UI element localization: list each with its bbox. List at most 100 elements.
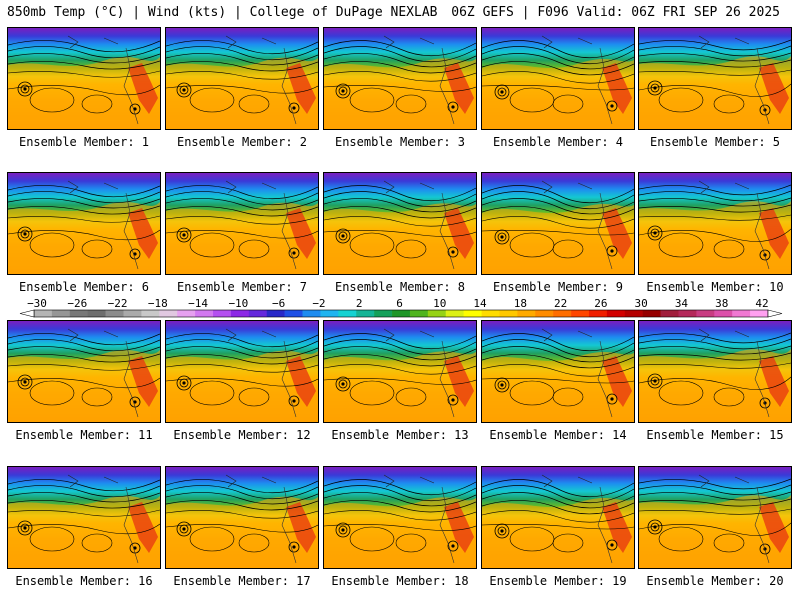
colorbar-swatch [159,310,178,317]
ensemble-map [482,321,634,422]
colorbar-tick-label: −10 [228,297,248,310]
ensemble-member-label: Ensemble Member: 7 [176,280,308,294]
colorbar-swatch [248,310,268,317]
ensemble-member-label: Ensemble Member: 11 [15,428,153,442]
ensemble-panel [7,27,161,130]
ensemble-panel [165,172,319,275]
colorbar-swatch [123,310,142,317]
ensemble-map [324,28,476,129]
ensemble-map [8,321,160,422]
ensemble-map [166,321,318,422]
colorbar-swatch [69,310,89,317]
ensemble-member-label: Ensemble Member: 1 [18,135,150,149]
colorbar-tick-label: −22 [108,297,128,310]
ensemble-map [324,321,476,422]
colorbar-swatch [588,310,608,317]
ensemble-member-label: Ensemble Member: 8 [334,280,466,294]
ensemble-member-label: Ensemble Member: 14 [489,428,627,442]
colorbar-swatch [409,310,429,317]
colorbar-swatch [499,310,518,317]
colorbar-swatch [517,310,536,317]
ensemble-map [166,173,318,274]
ensemble-map [324,467,476,568]
ensemble-panel [7,466,161,569]
ensemble-panel [481,320,635,423]
ensemble-member-label: Ensemble Member: 5 [649,135,781,149]
ensemble-panel [165,27,319,130]
colorbar-swatch [678,310,697,317]
colorbar-tick-label: 34 [675,297,689,310]
colorbar-tick-label: 30 [635,297,648,310]
ensemble-map [639,173,791,274]
colorbar-tick-label: −18 [148,297,168,310]
colorbar-tick-label: 38 [715,297,728,310]
colorbar-swatch [624,310,643,317]
colorbar-tick-label: −14 [188,297,208,310]
temperature-colorbar: −30 −26 −22 −18 −14 −10 −6 −2 2 6 10 14 18 22 26 30 34 38… [19,297,783,318]
ensemble-member-label: Ensemble Member: 6 [18,280,150,294]
ensemble-panel [7,172,161,275]
colorbar-swatch [177,310,196,317]
colorbar-tick-label: −26 [67,297,87,310]
colorbar-swatch [320,310,339,317]
ensemble-panel [165,320,319,423]
colorbar-tick-label: 6 [396,297,403,310]
colorbar-swatch [445,310,464,317]
ensemble-panel [7,320,161,423]
ensemble-map [324,173,476,274]
colorbar-swatch [427,310,447,317]
ensemble-map [482,173,634,274]
colorbar-swatch [696,310,715,317]
colorbar-swatch [392,310,411,317]
colorbar-swatch [553,310,572,317]
ensemble-panel [481,27,635,130]
colorbar-swatch [34,310,53,317]
ensemble-panel [323,466,477,569]
ensemble-panel [638,466,792,569]
colorbar-tick-label: 14 [473,297,487,310]
header-title-right: 06Z GEFS | F096 Valid: 06Z FRI SEP 26 20… [451,5,780,20]
colorbar-swatch [660,310,679,317]
ensemble-member-label: Ensemble Member: 2 [176,135,308,149]
ensemble-map [8,467,160,568]
colorbar-swatch [195,310,214,317]
colorbar-tick-label: 42 [755,297,768,310]
colorbar-tick-label: 18 [514,297,527,310]
colorbar-tick-label: −30 [27,297,47,310]
ensemble-map [8,173,160,274]
ensemble-panel [165,466,319,569]
ensemble-member-label: Ensemble Member: 12 [173,428,311,442]
colorbar-swatch [338,310,357,317]
ensemble-map [482,28,634,129]
ensemble-panel [323,27,477,130]
header-title-left: 850mb Temp (°C) | Wind (kts) | College o… [7,5,438,20]
colorbar-end-arrow [19,309,35,318]
ensemble-panel [638,320,792,423]
ensemble-panel [638,27,792,130]
colorbar-swatch [105,310,124,317]
colorbar-swatch [374,310,393,317]
colorbar-swatch [230,310,250,317]
ensemble-map [166,28,318,129]
colorbar-swatch [284,310,303,317]
colorbar-swatch [714,310,733,317]
ensemble-panel [638,172,792,275]
ensemble-member-label: Ensemble Member: 18 [331,574,469,588]
ensemble-member-label: Ensemble Member: 19 [489,574,627,588]
ensemble-panel [481,466,635,569]
colorbar-swatch [213,310,232,317]
ensemble-member-label: Ensemble Member: 10 [646,280,784,294]
ensemble-panel [323,172,477,275]
colorbar-swatch [87,310,106,317]
colorbar-swatch [571,310,590,317]
ensemble-map [639,321,791,422]
ensemble-panel [481,172,635,275]
colorbar-tick-label: 10 [433,297,446,310]
ensemble-map [8,28,160,129]
colorbar-tick-label: 2 [356,297,363,310]
colorbar-swatch [606,310,626,317]
colorbar-swatch [51,310,71,317]
ensemble-member-label: Ensemble Member: 16 [15,574,153,588]
colorbar-swatch [732,310,751,317]
ensemble-map [482,467,634,568]
